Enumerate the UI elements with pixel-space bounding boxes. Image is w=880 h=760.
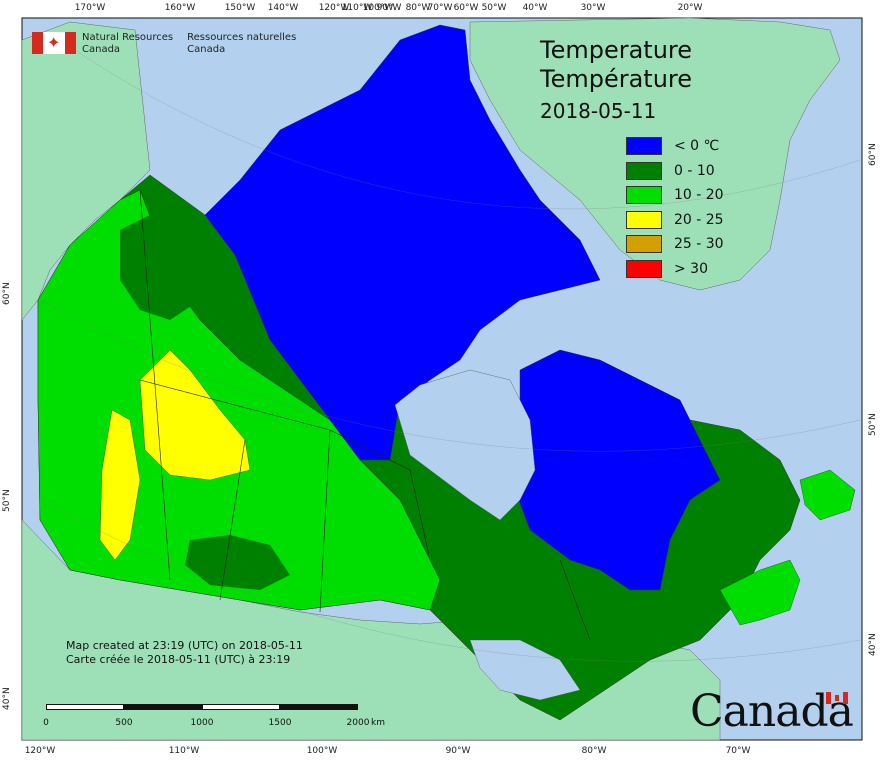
agency-name-en-line1: Natural Resources — [82, 32, 174, 43]
scale-segment — [46, 704, 124, 710]
legend-item: > 30 — [626, 257, 756, 282]
top-longitude-label: 120°W — [318, 3, 350, 13]
top-longitude-label: 90°W — [376, 3, 402, 13]
legend-swatch — [626, 259, 662, 278]
region-below-zero-quebec — [514, 349, 721, 591]
bottom-longitude-label: 120°W — [24, 746, 56, 756]
legend-item: 20 - 25 — [626, 208, 756, 233]
alaska-landmass — [21, 21, 151, 321]
agency-name-en: Natural Resources Canada — [82, 32, 173, 56]
graticule — [39, 39, 861, 662]
canada-flag-icon: ✦ — [32, 32, 76, 54]
right-latitude-label: 50°N — [868, 413, 878, 436]
scale-segment — [124, 704, 202, 710]
bottom-longitude-label: 70°W — [725, 746, 751, 756]
legend-label: > 30 — [674, 260, 708, 277]
bottom-longitude-label: 100°W — [306, 746, 338, 756]
created-note-fr: Carte créée le 2018-05-11 (UTC) à 23:19 — [66, 653, 291, 666]
top-longitude-label: 150°W — [224, 3, 256, 13]
bottom-longitude-label: 110°W — [168, 746, 200, 756]
scale-bar: 0 500 1000 1500 2000 km — [43, 704, 385, 734]
legend-swatch — [626, 137, 662, 156]
legend-swatch — [626, 235, 662, 254]
top-longitude-label: 100°W — [362, 3, 394, 13]
legend-swatch — [626, 186, 662, 205]
scale-unit: km — [371, 718, 385, 728]
great-lakes — [469, 639, 581, 701]
legend-swatch — [626, 161, 662, 180]
top-longitude-label: 110°W — [341, 3, 373, 13]
region-zero-to-ten-north-bc — [120, 215, 200, 320]
scale-label: 1500 — [268, 718, 292, 728]
bottom-longitude-label: 90°W — [445, 746, 471, 756]
region-below-zero-arctic — [204, 24, 601, 461]
top-longitude-label: 50°W — [481, 3, 507, 13]
scale-label: 1000 — [190, 718, 214, 728]
agency-name-en-line2: Canada — [82, 44, 121, 55]
right-latitude-label: 40°N — [868, 633, 878, 656]
left-latitude-label: 60°N — [2, 282, 12, 305]
legend-label: 0 - 10 — [674, 162, 715, 179]
agency-name-fr: Ressources naturelles Canada — [187, 32, 296, 56]
top-longitude-label: 30°W — [580, 3, 606, 13]
top-longitude-label: 40°W — [522, 3, 548, 13]
title-french: Température — [540, 65, 693, 93]
top-longitude-label: 140°W — [267, 3, 299, 13]
top-longitude-label: 70°W — [427, 3, 453, 13]
top-longitude-label: 20°W — [677, 3, 703, 13]
region-ten-to-twenty-atlantic — [719, 559, 801, 626]
left-latitude-label: 40°N — [2, 687, 12, 710]
agency-name-fr-line1: Ressources naturelles — [187, 32, 297, 43]
scale-segment — [202, 704, 280, 710]
region-twenty-to-25-bc — [99, 409, 141, 561]
scale-segment — [280, 704, 358, 710]
scale-label: 500 — [115, 718, 133, 728]
agency-name-fr-line2: Canada — [187, 44, 226, 55]
nrcan-logo: ✦ Natural Resources Canada Ressources na… — [32, 32, 310, 56]
map-notes: Map created at 23:19 (UTC) on 2018-05-11… — [66, 639, 303, 667]
hudson-bay — [394, 369, 536, 521]
province-boundaries — [139, 189, 591, 641]
temperature-legend: < 0 ℃ 0 - 10 10 - 20 20 - 25 25 - 30 > 30 — [626, 134, 756, 281]
region-zero-to-ten-prairie — [185, 535, 290, 590]
scale-label: 0 — [43, 718, 49, 728]
legend-item: 0 - 10 — [626, 159, 756, 184]
legend-label: 10 - 20 — [674, 187, 724, 204]
top-longitude-label: 80°W — [405, 3, 431, 13]
legend-item: 10 - 20 — [626, 183, 756, 208]
map-date: 2018-05-11 — [540, 99, 657, 123]
legend-label: < 0 ℃ — [674, 138, 720, 155]
legend-item: < 0 ℃ — [626, 134, 756, 159]
created-note-en: Map created at 23:19 (UTC) on 2018-05-11 — [66, 639, 303, 652]
bottom-longitude-label: 80°W — [581, 746, 607, 756]
top-longitude-label: 170°W — [74, 3, 106, 13]
region-twenty-to-25 — [139, 349, 251, 481]
legend-label: 20 - 25 — [674, 211, 724, 228]
title-english: Temperature — [540, 36, 693, 64]
top-longitude-label: 60°W — [453, 3, 479, 13]
legend-item: 25 - 30 — [626, 232, 756, 257]
region-ten-to-twenty-newfoundland — [799, 469, 856, 521]
legend-swatch — [626, 210, 662, 229]
scale-label: 2000 — [346, 718, 370, 728]
left-latitude-label: 50°N — [2, 489, 12, 512]
right-latitude-label: 60°N — [868, 143, 878, 166]
top-longitude-label: 160°W — [164, 3, 196, 13]
map-title-block: Temperature Température 2018-05-11 — [540, 36, 692, 126]
canada-flag-icon — [826, 692, 848, 704]
legend-label: 25 - 30 — [674, 236, 724, 253]
